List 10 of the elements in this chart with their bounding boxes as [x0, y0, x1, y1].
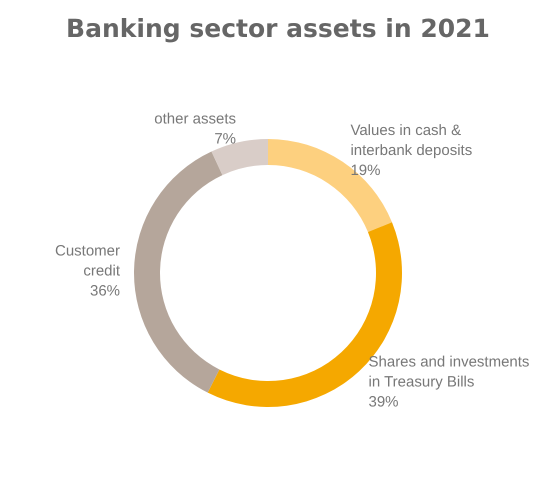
slice-label: Customer credit: [54, 242, 121, 280]
slice-label: Values in cash & interbank deposits: [350, 122, 472, 160]
chart-title: Banking sector assets in 2021: [65, 14, 491, 43]
data-label: 7%: [214, 130, 236, 148]
data-label: 36%: [90, 282, 120, 300]
data-label: 19%: [350, 162, 380, 180]
slice-label: other assets: [154, 110, 236, 128]
data-label: 39%: [368, 394, 399, 411]
slice-label: Shares and investments in Treasury Bills: [368, 354, 530, 391]
donut-slice: [134, 152, 222, 393]
